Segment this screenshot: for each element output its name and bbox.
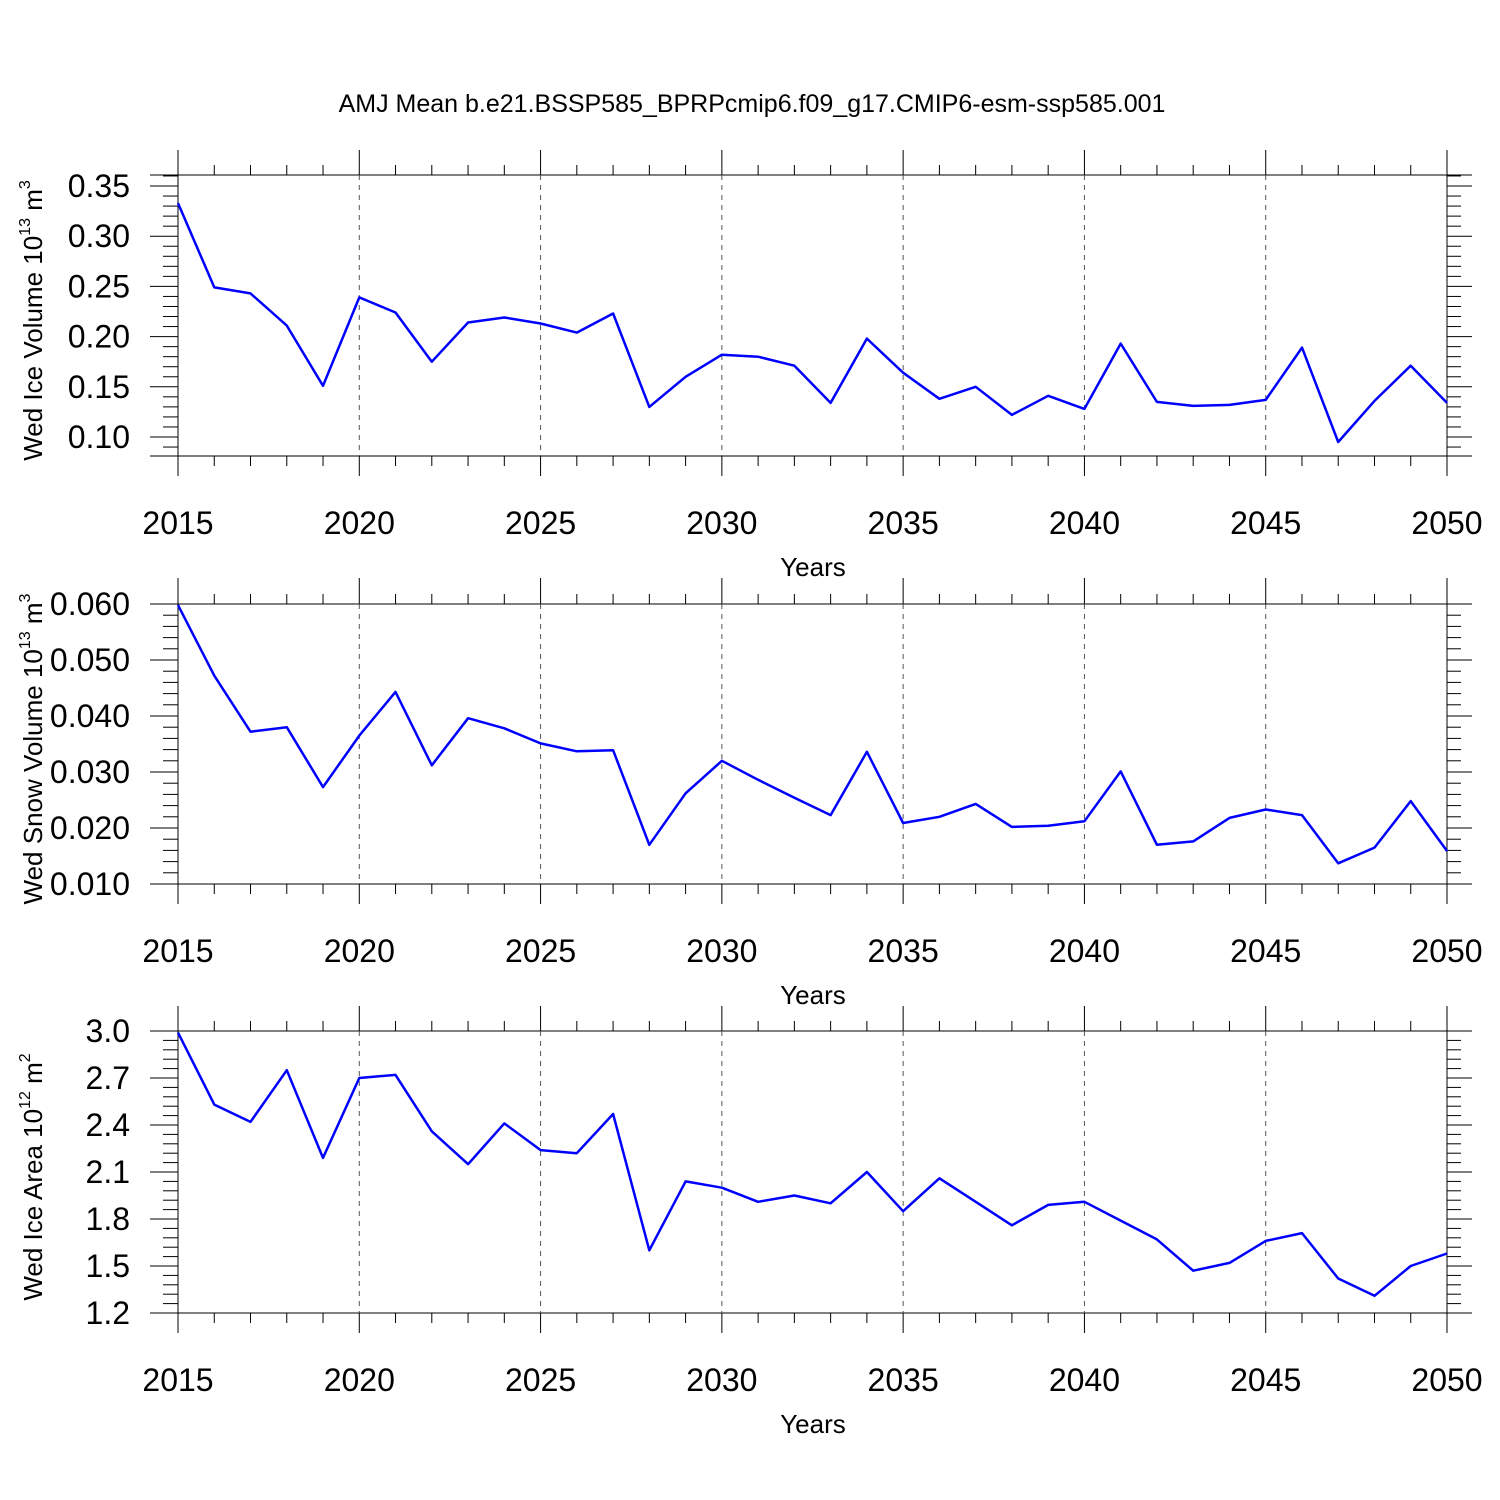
y-tick-label: 0.15 [68, 369, 130, 405]
x-tick-label: 2015 [142, 505, 213, 541]
x-tick-label: 2040 [1049, 1362, 1120, 1398]
x-tick-label: 2025 [505, 1362, 576, 1398]
x-tick-label: 2015 [142, 1362, 213, 1398]
chart-panel-2: 2015 2020 2025 2030 2035 2040 2045 2050 0.010 0.0… [17, 578, 1483, 1010]
x-tick-label: 2020 [324, 1362, 395, 1398]
y-axis-label: Wed Snow Volume 1013 m3 [17, 593, 48, 904]
data-series-line [176, 1032, 1448, 1298]
x-tick-label: 2050 [1411, 505, 1482, 541]
x-tick-label: 2020 [324, 933, 395, 969]
data-series-line [176, 604, 1449, 865]
x-tick-label: 2015 [142, 933, 213, 969]
x-tick-label: 2030 [686, 933, 757, 969]
data-series-line [176, 202, 1448, 444]
x-tick-label: 2045 [1230, 1362, 1301, 1398]
y-axis-label: Wed Ice Area 1012 m2 [17, 1053, 48, 1300]
y-tick-label: 0.010 [50, 866, 130, 902]
x-tick-label: 2030 [686, 505, 757, 541]
x-tick-label: 2040 [1049, 505, 1120, 541]
x-axis-label: Years [780, 980, 846, 1010]
x-tick-label: 2025 [505, 933, 576, 969]
y-tick-label: 3.0 [86, 1013, 130, 1049]
y-tick-label: 1.5 [86, 1248, 130, 1284]
x-tick-label: 2050 [1411, 933, 1482, 969]
x-tick-label: 2035 [868, 505, 939, 541]
y-tick-label: 0.050 [50, 642, 130, 678]
x-tick-label: 2035 [868, 933, 939, 969]
x-tick-label: 2040 [1049, 933, 1120, 969]
x-tick-label: 2050 [1411, 1362, 1482, 1398]
x-tick-label: 2020 [324, 505, 395, 541]
x-tick-label: 2025 [505, 505, 576, 541]
y-tick-label: 0.25 [68, 268, 130, 304]
y-tick-label: 0.35 [68, 168, 130, 204]
x-tick-label: 2045 [1230, 505, 1301, 541]
chart-panel-1: 2015 2020 2025 2030 2035 2040 2045 2050 0.10 0.15… [17, 150, 1483, 582]
chart-panel-3: 2015 2020 2025 2030 2035 2040 2045 2050 1.2 1.5 1.… [17, 1006, 1483, 1439]
y-tick-label: 0.060 [50, 586, 130, 622]
y-axis-label: Wed Ice Volume 1013 m3 [17, 180, 48, 461]
x-tick-label: 2035 [868, 1362, 939, 1398]
y-tick-label: 0.030 [50, 754, 130, 790]
y-tick-label: 2.4 [86, 1107, 130, 1143]
x-axis-label: Years [780, 1409, 846, 1439]
y-tick-label: 1.8 [86, 1201, 130, 1237]
y-tick-label: 0.20 [68, 319, 130, 355]
x-axis-label: Years [780, 552, 846, 582]
x-tick-label: 2030 [686, 1362, 757, 1398]
y-tick-label: 0.020 [50, 810, 130, 846]
y-tick-label: 2.1 [86, 1154, 130, 1190]
y-tick-label: 2.7 [86, 1060, 130, 1096]
y-tick-label: 1.2 [86, 1295, 130, 1331]
y-tick-label: 0.30 [68, 218, 130, 254]
figure-title: AMJ Mean b.e21.BSSP585_BPRPcmip6.f09_g17… [339, 90, 1166, 118]
y-tick-label: 0.10 [68, 419, 130, 455]
y-tick-label: 0.040 [50, 698, 130, 734]
x-tick-label: 2045 [1230, 933, 1301, 969]
